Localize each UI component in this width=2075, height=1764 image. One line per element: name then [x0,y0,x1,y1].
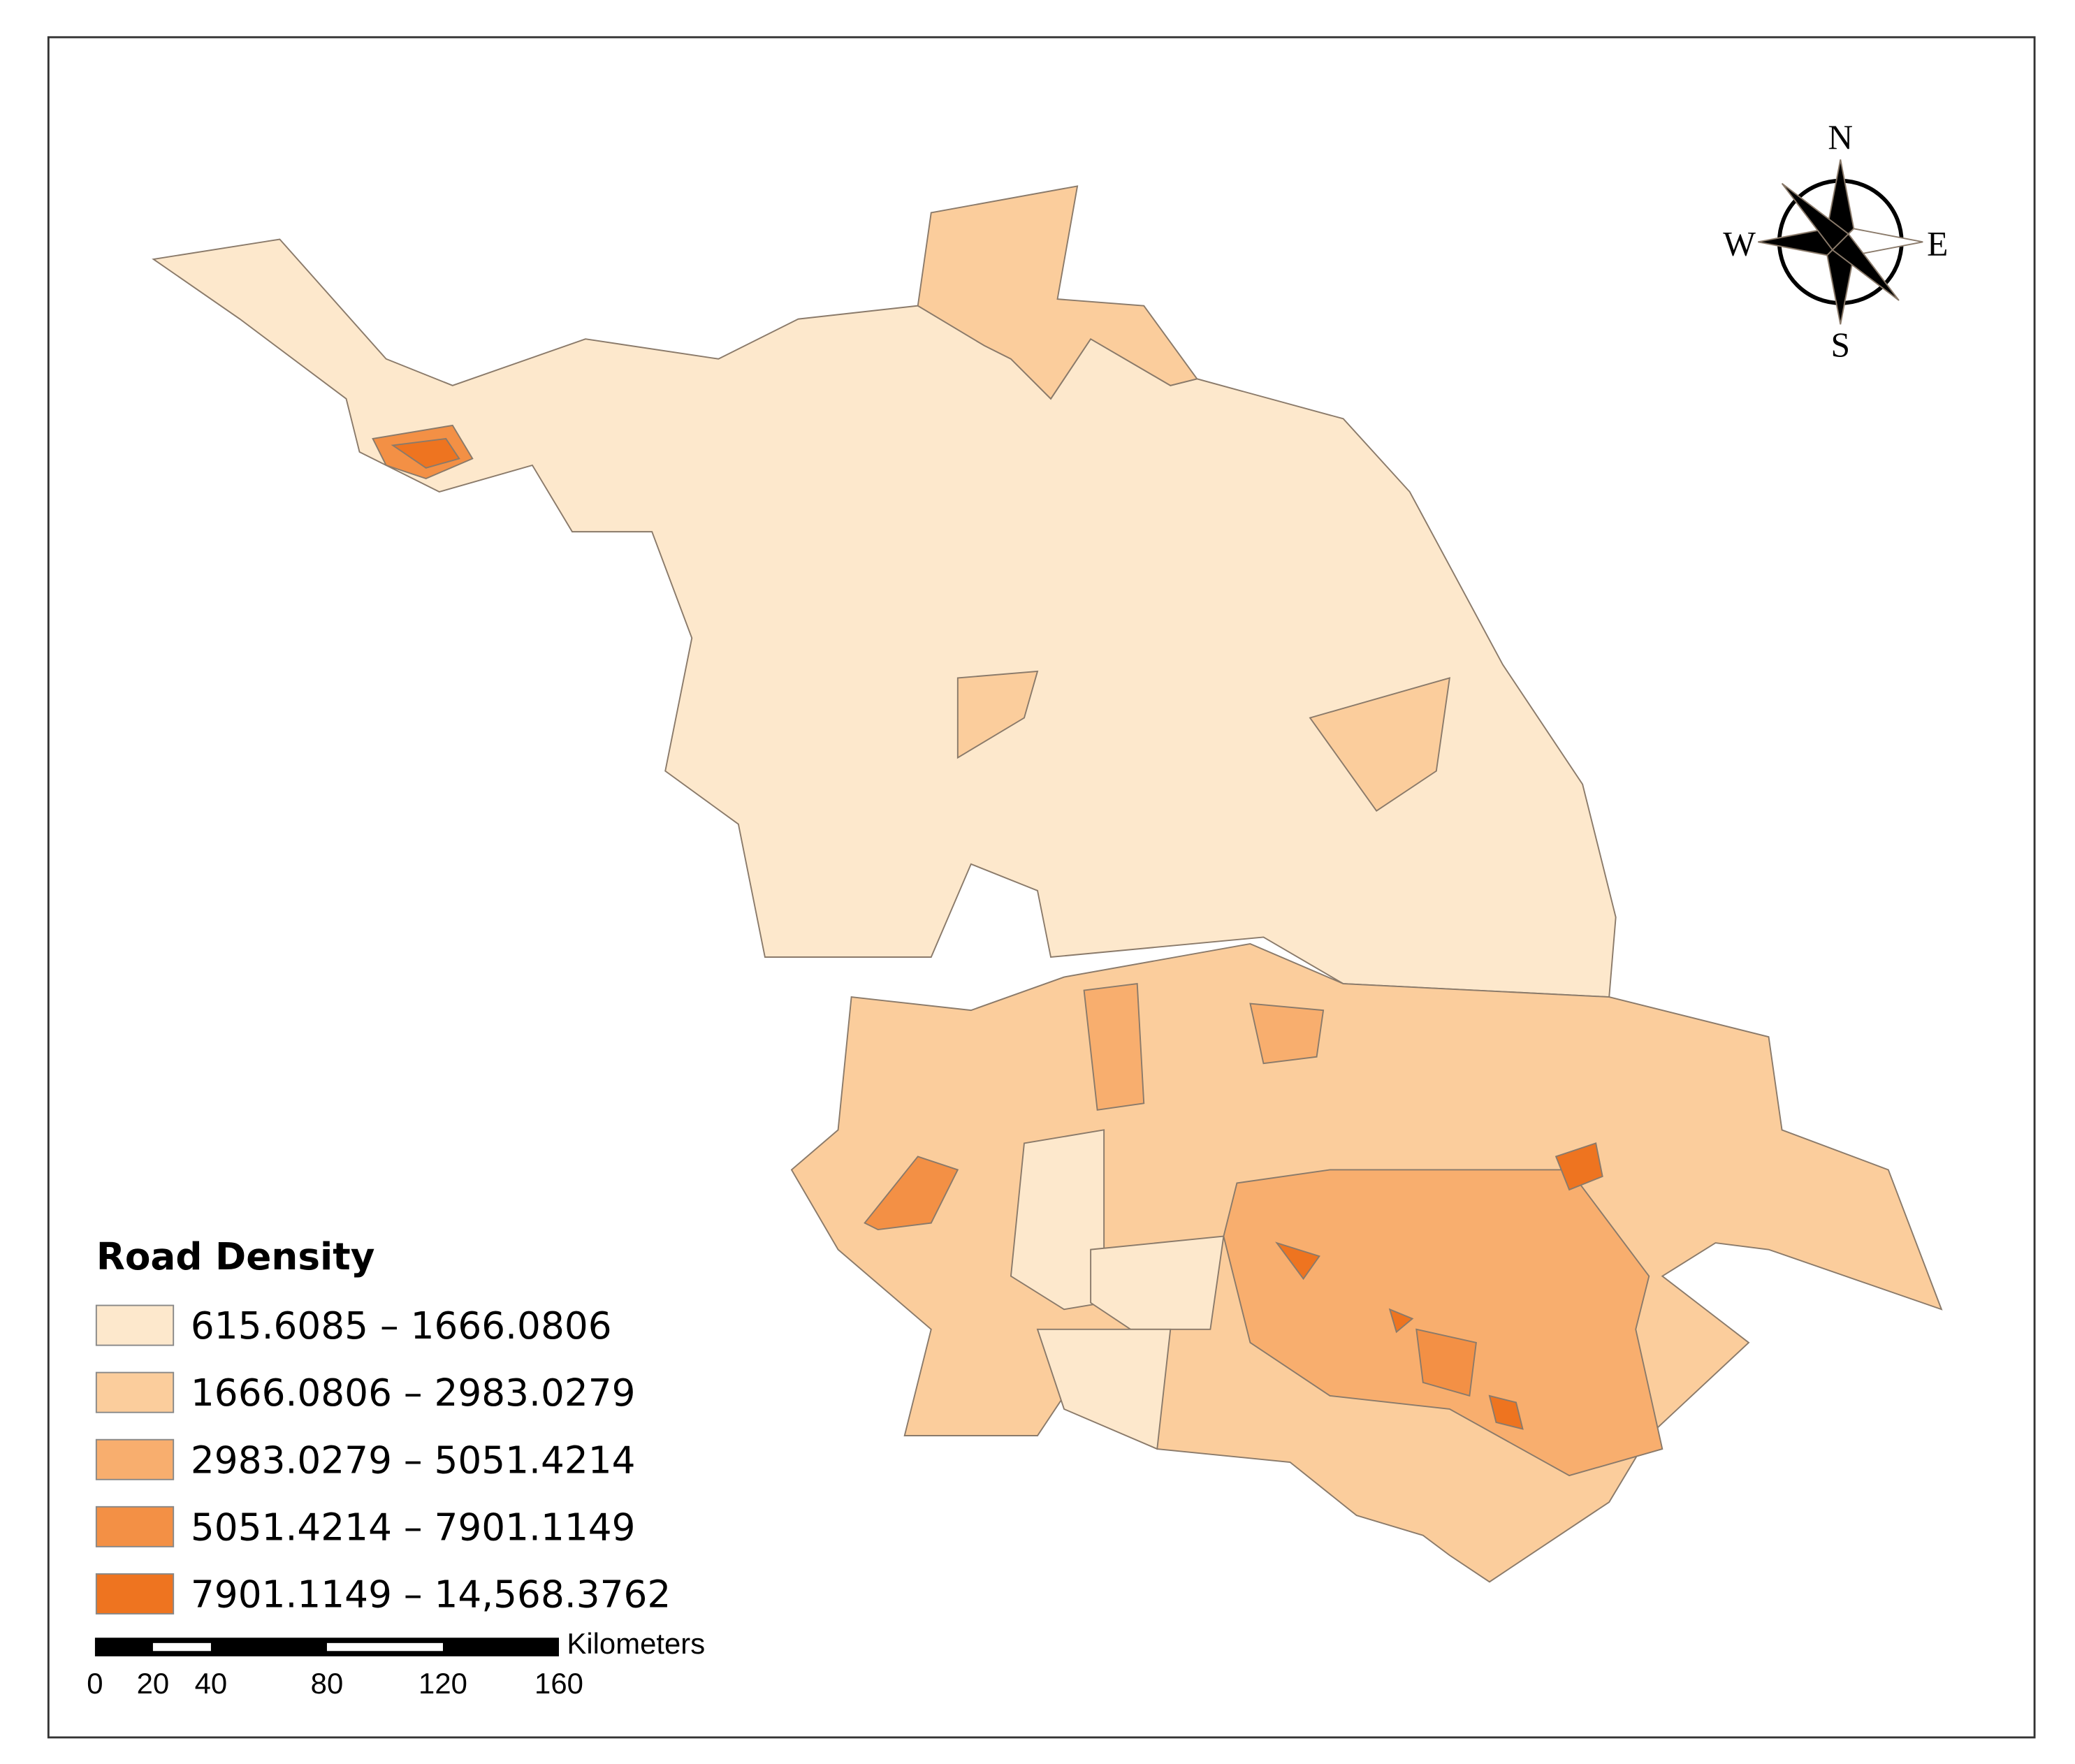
compass-label: N [1828,118,1853,156]
legend-swatch [95,1438,175,1480]
region [956,670,1039,759]
region [1488,1394,1524,1430]
legend-swatch [95,1371,175,1413]
compass-point [1831,233,1900,301]
compass-label: W [1723,224,1756,263]
region [1223,1169,1663,1477]
legend-label: 5051.4214 – 7901.1149 [191,1506,636,1549]
region [1388,1308,1414,1334]
scale-bar: 0 20 40 80 120 160 Kilometers [87,1627,705,1700]
legend-label: 615.6085 – 1666.0806 [191,1304,612,1348]
region [917,185,1198,400]
region [1275,1241,1320,1281]
scale-bar-tick-label: 80 [311,1667,344,1700]
scale-bar-unit: Kilometers [567,1627,705,1660]
region [864,1156,959,1231]
region [1555,1142,1603,1191]
scale-bar-segment [326,1642,443,1652]
scale-bar-tick-label: 40 [195,1667,228,1700]
region [152,238,1617,998]
legend: 615.6085 – 1666.0806 1666.0806 – 2983.027… [95,1304,671,1616]
legend-label: 1666.0806 – 2983.0279 [191,1371,636,1415]
region [1249,1003,1325,1065]
legend-label: 2983.0279 – 5051.4214 [191,1438,636,1482]
region [1309,677,1451,812]
legend-swatch [95,1304,175,1346]
legend-swatch [95,1506,175,1547]
legend-swatch [95,1573,175,1614]
legend-title: Road Density [96,1235,375,1278]
region [1036,1328,1172,1450]
region [1010,1129,1105,1311]
region [391,437,460,469]
compass: N S E W [1723,118,1948,364]
scale-bar-tick-label: 160 [534,1667,583,1700]
scale-bar-tick-label: 0 [87,1667,103,1700]
region [1415,1328,1477,1397]
scale-bar-tick-label: 120 [418,1667,467,1700]
scale-bar-segment [152,1642,211,1652]
region [1083,982,1145,1111]
compass-label: E [1927,224,1948,263]
regions [152,185,1943,1583]
legend-label: 7901.1149 – 14,568.3762 [191,1573,671,1616]
scale-bar-tick-label: 20 [137,1667,170,1700]
compass-label: S [1831,326,1851,364]
region [1090,1235,1225,1330]
